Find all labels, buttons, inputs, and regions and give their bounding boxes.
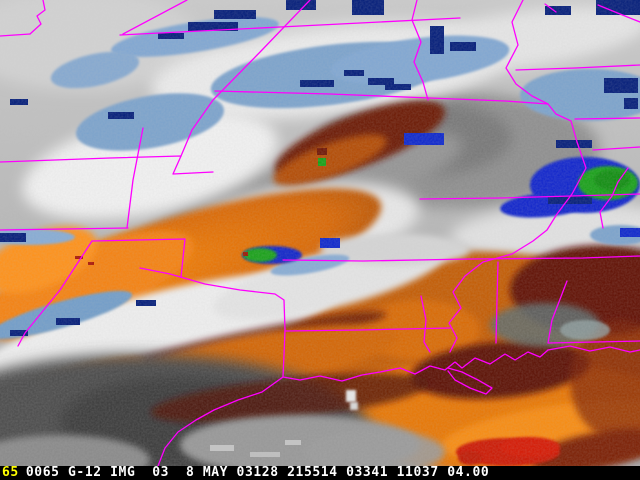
pixel-grain-overlay <box>0 0 640 466</box>
frame-number-label: 65 <box>2 465 19 480</box>
state-boundaries-overlay <box>0 0 640 466</box>
status-bar: 65 0065 G-12 IMG 03 8 MAY 03128 215514 0… <box>0 466 640 480</box>
image-readout-label: 0065 G-12 IMG 03 8 MAY 03128 215514 0334… <box>25 465 490 480</box>
satellite-image[interactable] <box>0 0 640 466</box>
